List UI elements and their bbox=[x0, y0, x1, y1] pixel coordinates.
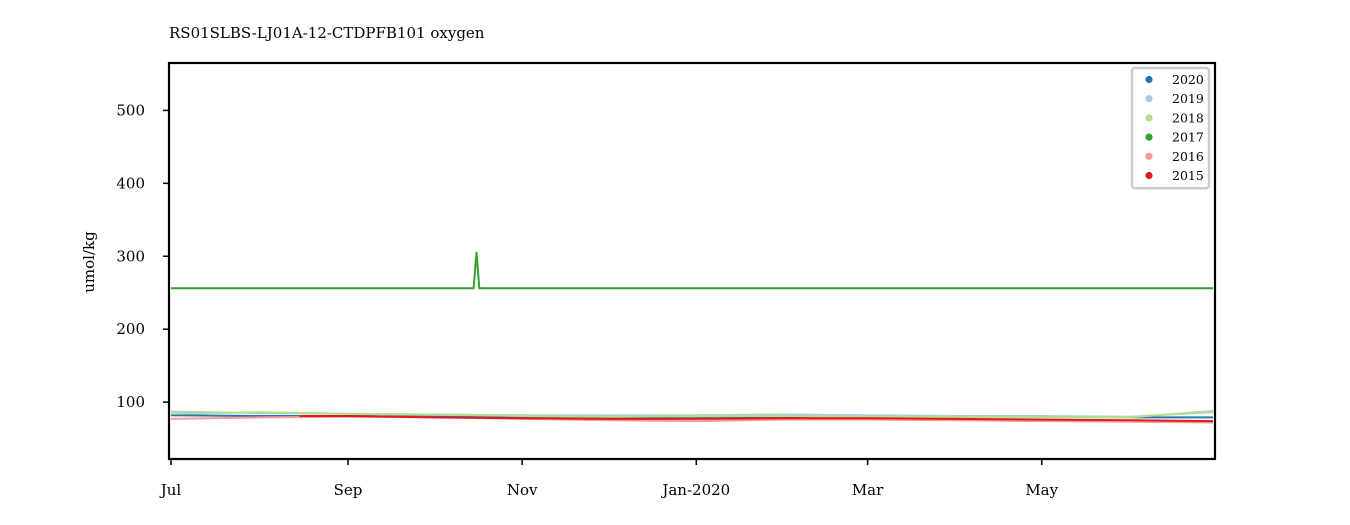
y-tick-label: 200 bbox=[116, 320, 145, 338]
legend-marker-2018 bbox=[1145, 114, 1153, 122]
series-line-2017 bbox=[171, 251, 1213, 290]
legend-marker-2017 bbox=[1145, 133, 1153, 141]
x-tick-label: Sep bbox=[334, 481, 363, 499]
legend-marker-2019 bbox=[1145, 95, 1153, 103]
legend: 2020 2019 2018 2017 2016 2015 bbox=[1130, 66, 1211, 190]
x-tick-label: Jul bbox=[159, 481, 182, 499]
legend-label-2019: 2019 bbox=[1172, 91, 1204, 106]
series-line-2015 bbox=[299, 415, 1214, 423]
plot-frame bbox=[167, 61, 1217, 461]
x-tick-label: Mar bbox=[852, 481, 884, 499]
chart-title: RS01SLBS-LJ01A-12-CTDPFB101 oxygen bbox=[169, 24, 485, 42]
y-tick-label: 100 bbox=[116, 393, 145, 411]
legend-marker-2016 bbox=[1145, 152, 1153, 160]
legend-marker-2020 bbox=[1145, 75, 1153, 84]
x-tick-label: May bbox=[1025, 481, 1058, 499]
legend-label-2016: 2016 bbox=[1172, 149, 1204, 164]
y-tick-label: 400 bbox=[116, 174, 145, 192]
series-line-2018 bbox=[170, 409, 1214, 419]
x-tick-label: Jan-2020 bbox=[660, 481, 730, 499]
x-tick-label: Nov bbox=[507, 481, 538, 499]
plot-area bbox=[170, 251, 1214, 424]
y-tick-label: 500 bbox=[116, 101, 145, 119]
y-tick-label: 300 bbox=[116, 247, 145, 265]
axes: Jul Sep Nov Jan-2020 Mar May 100 200 300 400 500 bbox=[116, 101, 1058, 499]
y-axis-label: umol/kg bbox=[80, 231, 98, 293]
legend-label-2015: 2015 bbox=[1172, 168, 1204, 183]
legend-marker-2015 bbox=[1145, 171, 1153, 180]
legend-label-2017: 2017 bbox=[1172, 130, 1204, 145]
legend-label-2018: 2018 bbox=[1172, 110, 1204, 125]
legend-label-2020: 2020 bbox=[1172, 72, 1204, 87]
